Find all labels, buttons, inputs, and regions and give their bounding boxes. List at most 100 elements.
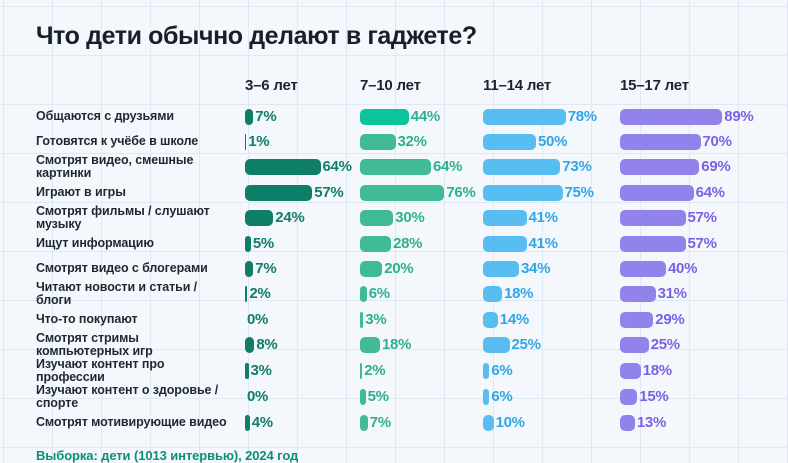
bar [245, 235, 251, 252]
bar-cell: 7% [360, 413, 483, 431]
bar-value: 18% [642, 362, 672, 379]
bar-cell: 15% [620, 389, 766, 405]
bar-value: 64% [322, 158, 352, 175]
chart-row: Общаются с друзьями 7% 44% 78% 89% [36, 104, 762, 129]
bar-cell: 25% [620, 337, 766, 353]
bar-value: 3% [250, 362, 272, 379]
bar-cell: 18% [483, 286, 620, 302]
bar [245, 133, 247, 150]
column-header-age-11-14: 11–14 лет [483, 76, 552, 94]
bar-cell: 64% [620, 184, 766, 201]
bar-cell: 6% [483, 363, 620, 379]
bar-value: 4% [251, 413, 273, 431]
bar-cell: 41% [483, 210, 620, 226]
column-header-age-15-17: 15–17 лет [620, 76, 689, 94]
bar-cell: 78% [483, 108, 620, 125]
row-label: Смотрят стримы компьютерных игр [36, 331, 153, 358]
bar-value: 18% [504, 285, 534, 302]
bar-value: 18% [382, 336, 412, 353]
bar-cell: 73% [483, 159, 620, 175]
bar-cell: 6% [483, 389, 620, 405]
bar [483, 286, 503, 302]
bar-cell: 1% [245, 132, 360, 150]
bar [620, 159, 700, 175]
bar-value: 7% [255, 107, 277, 125]
bar-value: 31% [657, 285, 687, 302]
bar [360, 210, 394, 226]
bar [360, 159, 431, 175]
chart-row: Готовятся к учёбе в школе 1% 32% 50% 70% [36, 129, 762, 154]
bar-cell: 69% [620, 159, 766, 175]
row-label: Изучают контент про профессии [36, 357, 165, 384]
bar-value: 30% [395, 209, 425, 226]
bar [483, 108, 566, 125]
row-label: Ищут информацию [36, 236, 154, 250]
bar [483, 389, 490, 405]
bar-value: 5% [252, 234, 274, 252]
bar-value: 8% [256, 336, 278, 353]
bar-cell: 30% [360, 210, 483, 226]
bar [245, 108, 254, 125]
row-label: Смотрят видео, смешные картинки [36, 153, 194, 180]
bar-cell: 7% [245, 107, 360, 125]
bar-cell: 18% [360, 337, 483, 353]
bar [360, 133, 396, 150]
bar [483, 260, 519, 277]
bar-cell: 57% [620, 234, 766, 252]
bar-value: 13% [636, 413, 667, 431]
bar-cell: 44% [360, 107, 483, 125]
chart-row: Смотрят стримы компьютерных игр 8% 18% 25% 2… [36, 332, 762, 358]
bar-value: 41% [528, 209, 558, 226]
bar-value: 7% [255, 259, 277, 277]
chart-row: Изучают контент о здоровье / спорте 0% 5% 6… [36, 384, 762, 410]
bar-value: 70% [702, 132, 732, 150]
bar-cell: 5% [245, 234, 360, 252]
row-label: Смотрят мотивирующие видео [36, 415, 227, 429]
bar [245, 286, 248, 302]
bar-cell: 40% [620, 259, 766, 277]
bar-cell: 3% [360, 310, 483, 328]
bar-cell: 89% [620, 108, 766, 125]
bar-cell: 8% [245, 337, 360, 353]
bar [483, 311, 498, 328]
bar [483, 363, 490, 379]
bar [483, 210, 527, 226]
bar-cell: 25% [483, 337, 620, 353]
bar-value: 5% [367, 388, 389, 405]
bar [245, 414, 250, 431]
bar [620, 286, 656, 302]
bar [483, 184, 563, 201]
bar [245, 184, 313, 201]
bar-cell: 3% [245, 363, 360, 379]
bar-value: 57% [687, 234, 717, 252]
bar-cell: 13% [620, 413, 766, 431]
bar [245, 337, 255, 353]
bar [620, 210, 686, 226]
bar-value: 1% [248, 132, 270, 150]
bar-cell: 57% [245, 184, 360, 201]
bar-cell: 24% [245, 210, 360, 226]
bar [360, 337, 380, 353]
chart-row: Играют в игры 57% 76% 75% 64% [36, 180, 762, 205]
row-label: Играют в игры [36, 185, 126, 199]
bar-value: 69% [701, 158, 731, 175]
bar-cell: 31% [620, 286, 766, 302]
bar [620, 337, 649, 353]
row-label: Читают новости и статьи / блоги [36, 280, 198, 307]
bar-value: 7% [369, 413, 391, 431]
bar-cell: 4% [245, 413, 360, 431]
bar [245, 363, 249, 379]
bar-value: 20% [384, 259, 414, 277]
chart-rows: Общаются с друзьями 7% 44% 78% 89% Готовятся … [36, 104, 762, 435]
bar [245, 210, 274, 226]
chart-row: Изучают контент про профессии 3% 2% 6% 18% [36, 358, 762, 384]
bar-value: 40% [668, 259, 698, 277]
bar-chart: 3–6 лет 7–10 лет 11–14 лет 15–17 лет Общ… [36, 76, 762, 435]
bar-value: 3% [365, 310, 387, 328]
bar-cell: 32% [360, 133, 483, 150]
bar-value: 24% [275, 209, 305, 226]
bar-value: 44% [410, 107, 440, 125]
bar-cell: 75% [483, 184, 620, 201]
sample-footnote: Выборка: дети (1013 интервью), 2024 год [36, 448, 299, 463]
